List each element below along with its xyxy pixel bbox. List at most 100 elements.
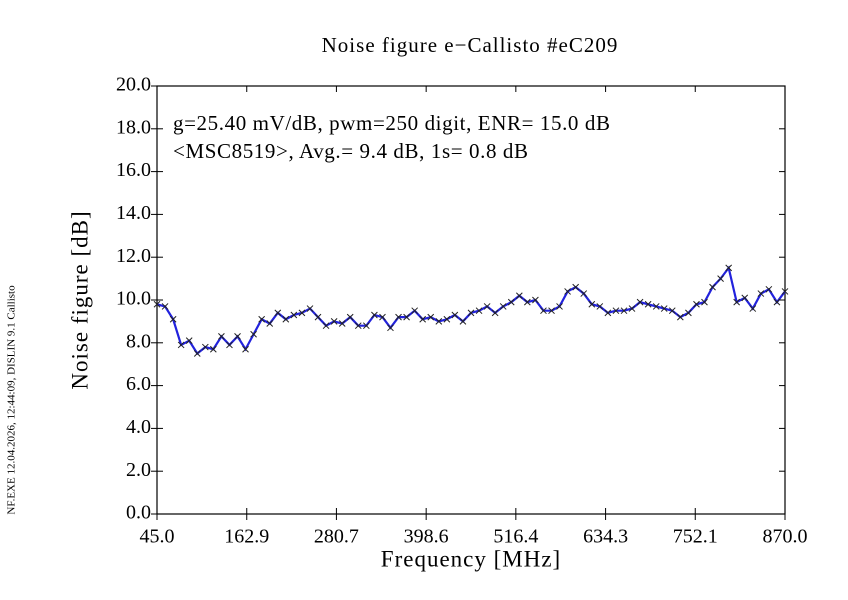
data-point: [435, 318, 443, 325]
data-point: [330, 318, 338, 325]
x-tick-label: 634.3: [583, 526, 628, 548]
data-point: [218, 333, 225, 340]
data-point: [483, 303, 491, 310]
data-point: [620, 307, 628, 315]
y-tick-label: 18.0: [116, 116, 151, 138]
data-point: [564, 288, 571, 295]
x-tick-label: 162.9: [224, 526, 269, 548]
data-point: [709, 283, 716, 291]
x-axis-label: Frequency [MHz]: [381, 546, 561, 571]
y-tick-label: 10.0: [116, 288, 151, 310]
side-text: NF.EXE 12.04.2026, 12:44:09, DISLIN 9.1 …: [6, 285, 18, 515]
data-point: [242, 345, 249, 353]
data-point: [306, 305, 314, 312]
data-point: [660, 305, 668, 312]
data-point: [515, 292, 523, 300]
data-point: [322, 322, 330, 330]
data-point: [467, 309, 475, 317]
data-point: [346, 313, 354, 321]
y-axis-label: Noise figure [dB]: [67, 210, 92, 389]
data-point: [209, 345, 217, 353]
data-point: [395, 313, 402, 321]
annotation: g=25.40 mV/dB, pwm=250 digit, ENR= 15.0 …: [173, 111, 611, 135]
annotation: <MSC8519>, Avg.= 9.4 dB, 1s= 0.8 dB: [173, 139, 529, 163]
data-point: [427, 313, 435, 321]
data-point: [451, 311, 459, 319]
data-point: [604, 309, 612, 317]
data-point: [628, 305, 636, 312]
x-tick-label: 752.1: [673, 526, 718, 548]
data-point: [693, 300, 700, 308]
data-point: [379, 313, 386, 321]
data-point: [717, 275, 724, 282]
data-point: [491, 309, 499, 317]
data-point: [757, 290, 765, 297]
data-point: [636, 298, 644, 306]
data-point: [644, 300, 652, 308]
data-point: [749, 305, 757, 312]
x-tick-label: 398.6: [404, 526, 449, 548]
data-point: [250, 330, 257, 338]
data-point: [314, 313, 322, 321]
data-point: [419, 315, 427, 323]
data-point: [266, 320, 274, 327]
data-point: [153, 300, 161, 308]
data-point: [338, 320, 346, 327]
data-point: [475, 307, 483, 315]
data-point: [443, 315, 451, 323]
data-point: [459, 318, 467, 325]
y-tick-label: 20.0: [116, 74, 151, 96]
x-tick-label: 280.7: [314, 526, 359, 548]
data-point: [612, 307, 620, 315]
data-point: [733, 298, 741, 306]
data-point: [161, 303, 169, 310]
data-point: [701, 298, 708, 306]
data-point: [371, 311, 378, 319]
data-point: [290, 311, 298, 319]
data-point: [354, 322, 362, 330]
y-tick-label: 2.0: [126, 459, 151, 481]
data-point: [282, 315, 290, 323]
y-tick-label: 14.0: [116, 202, 151, 224]
data-point: [403, 313, 410, 321]
x-tick-label: 45.0: [140, 526, 175, 548]
data-point: [572, 283, 580, 291]
y-tick-label: 6.0: [126, 373, 151, 395]
data-point: [532, 296, 539, 304]
y-tick-label: 12.0: [116, 245, 151, 267]
y-tick-label: 8.0: [126, 330, 151, 352]
data-point: [548, 307, 555, 315]
data-point: [507, 298, 515, 306]
data-point: [676, 313, 684, 321]
data-point: [411, 307, 419, 315]
data-point: [234, 333, 241, 340]
data-point: [226, 341, 233, 349]
data-point: [556, 303, 563, 310]
data-point: [725, 264, 733, 272]
x-tick-label: 870.0: [763, 526, 808, 548]
data-point: [668, 307, 676, 315]
data-point: [201, 343, 209, 351]
data-point: [258, 315, 266, 323]
chart-title: Noise figure e−Callisto #eC209: [322, 33, 619, 57]
data-point: [523, 298, 531, 306]
data-point: [362, 322, 370, 330]
data-point: [185, 337, 193, 345]
data-point: [193, 350, 201, 357]
data-point: [685, 309, 692, 317]
data-point: [298, 309, 306, 317]
data-point: [169, 315, 177, 323]
y-tick-label: 0.0: [126, 502, 151, 524]
data-point: [177, 341, 185, 349]
data-point: [652, 303, 660, 310]
data-point: [387, 324, 394, 332]
x-tick-label: 516.4: [493, 526, 538, 548]
data-point: [274, 309, 282, 317]
data-point: [741, 294, 749, 302]
y-tick-label: 4.0: [126, 416, 151, 438]
data-point: [773, 298, 781, 306]
data-point: [588, 300, 596, 308]
data-point: [540, 307, 547, 315]
